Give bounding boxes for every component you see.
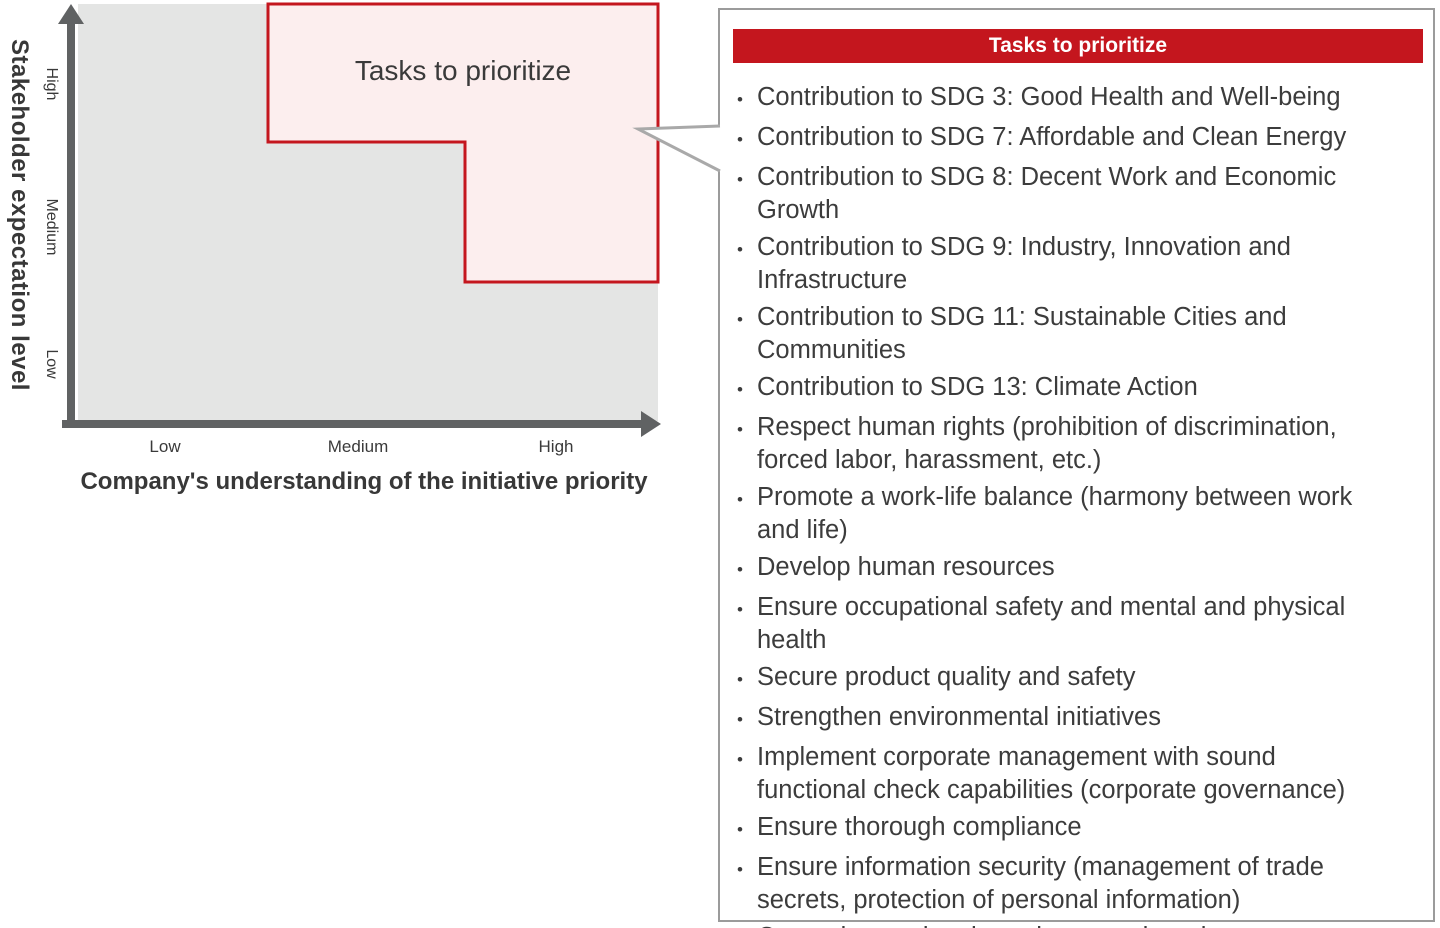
bullet-marker: •	[737, 90, 743, 109]
bullet-marker: •	[737, 750, 743, 769]
x-axis-arrow-icon	[641, 411, 661, 437]
bullet-marker: •	[737, 860, 743, 879]
y-axis-title: Stakeholder expectation level	[6, 39, 33, 391]
bullet-marker: •	[737, 170, 743, 189]
bullet-marker: •	[737, 420, 743, 439]
list-item: • Ensure occupational safety and mental a…	[737, 592, 1357, 655]
list-item-text: Contribution to SDG 8: Decent Work and E…	[757, 163, 1337, 224]
list-item: • Contribution to SDG 7: Affordable and C…	[737, 122, 1357, 155]
x-axis-title: Company's understanding of the initiativ…	[80, 468, 648, 495]
list-item-text: Promote a work-life balance (harmony bet…	[757, 483, 1353, 544]
y-tick-high: High	[43, 67, 60, 101]
task-list: • Contribution to SDG 3: Good Health and …	[737, 82, 1357, 928]
list-item: • Promote a work-life balance (harmony be…	[737, 482, 1357, 545]
list-item: • Develop human resources	[737, 552, 1357, 585]
list-item: • Ensure information security (management…	[737, 852, 1357, 915]
list-item-text: Strengthen environmental initiatives	[757, 703, 1161, 731]
bullet-marker: •	[737, 310, 743, 329]
list-item: • Contribution to SDG 8: Decent Work and …	[737, 162, 1357, 225]
list-item-text: Develop human resources	[757, 553, 1055, 581]
list-item: • Implement corporate management with sou…	[737, 742, 1357, 805]
y-tick-medium: Medium	[43, 198, 60, 256]
y-axis-arrow-icon	[58, 4, 84, 24]
x-tick-high: High	[538, 437, 574, 456]
list-item: • Strengthen environmental initiatives	[737, 702, 1357, 735]
list-item: • Respect human rights (prohibition of di…	[737, 412, 1357, 475]
list-item: • Ensure thorough compliance	[737, 812, 1357, 845]
bullet-marker: •	[737, 130, 743, 149]
bullet-marker: •	[737, 380, 743, 399]
y-tick-low: Low	[43, 349, 60, 379]
list-item: • Contribution to SDG 13: Climate Action	[737, 372, 1357, 405]
x-tick-low: Low	[149, 437, 181, 456]
tasks-panel: Tasks to prioritize • Contribution to SDG…	[718, 8, 1435, 928]
priority-region-label: Tasks to prioritize	[354, 55, 572, 86]
bullet-marker: •	[737, 240, 743, 259]
list-item-text: Contribution to SDG 13: Climate Action	[757, 373, 1198, 401]
bullet-marker: •	[737, 670, 743, 689]
bullet-marker: •	[737, 600, 743, 619]
list-item: • Secure product quality and safety	[737, 662, 1357, 695]
list-item-text: Ensure occupational safety and mental an…	[757, 593, 1346, 654]
list-item-text: Contribution to SDG 9: Industry, Innovat…	[757, 233, 1291, 294]
list-item-text: Respect human rights (prohibition of dis…	[757, 413, 1337, 474]
y-axis-line	[67, 20, 75, 428]
list-item: •Create innovation through research and …	[737, 922, 1357, 928]
list-item: • Contribution to SDG 3: Good Health and …	[737, 82, 1357, 115]
list-item-text: Ensure information security (management …	[757, 853, 1324, 914]
list-item-text: Secure product quality and safety	[757, 663, 1136, 691]
list-item: • Contribution to SDG 9: Industry, Innova…	[737, 232, 1357, 295]
list-item-text: Ensure thorough compliance	[757, 813, 1082, 841]
list-item-text: Contribution to SDG 3: Good Health and W…	[757, 83, 1341, 111]
bullet-marker: •	[737, 710, 743, 729]
list-item-text: Contribution to SDG 11: Sustainable Citi…	[757, 303, 1287, 364]
list-item-text: Contribution to SDG 7: Affordable and Cl…	[757, 123, 1347, 151]
x-tick-medium: Medium	[327, 437, 389, 456]
list-item-text: Create innovation through research and d…	[757, 923, 1206, 928]
list-item-text: Implement corporate management with soun…	[757, 743, 1346, 804]
tasks-panel-title: Tasks to prioritize	[733, 29, 1423, 63]
x-axis-line	[62, 420, 642, 428]
bullet-marker: •	[737, 560, 743, 579]
list-item: • Contribution to SDG 11: Sustainable Cit…	[737, 302, 1357, 365]
bullet-marker: •	[737, 490, 743, 509]
bullet-marker: •	[737, 820, 743, 839]
